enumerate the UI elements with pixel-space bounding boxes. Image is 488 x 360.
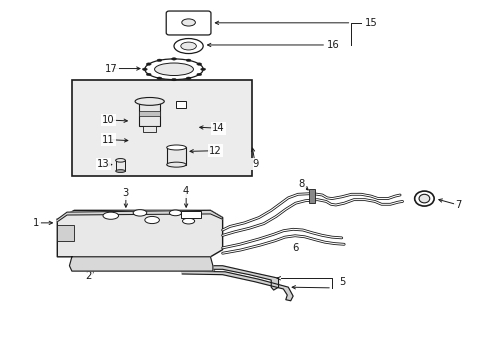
Ellipse shape [174,39,203,54]
Ellipse shape [171,58,176,60]
Polygon shape [57,210,222,257]
Text: 10: 10 [102,115,114,125]
Text: 17: 17 [104,64,117,73]
Ellipse shape [157,77,162,80]
Ellipse shape [146,73,151,76]
Ellipse shape [197,73,201,76]
Ellipse shape [186,77,191,80]
Ellipse shape [171,78,176,81]
Bar [72,80,251,176]
Text: 5: 5 [339,277,345,287]
Bar [142,126,156,132]
Ellipse shape [133,210,146,216]
Bar [308,189,314,203]
Ellipse shape [144,216,159,224]
Polygon shape [69,257,212,271]
Ellipse shape [103,212,118,219]
Text: 1: 1 [33,218,40,228]
Ellipse shape [181,42,196,50]
Polygon shape [188,266,278,290]
Ellipse shape [142,68,147,71]
Ellipse shape [116,158,125,162]
Ellipse shape [186,59,191,62]
Text: 14: 14 [211,123,224,133]
Text: 12: 12 [208,146,221,156]
Ellipse shape [418,194,429,203]
Bar [176,102,186,108]
Ellipse shape [169,210,181,216]
Bar [139,111,160,116]
Ellipse shape [182,19,195,26]
Ellipse shape [414,191,433,206]
Text: 6: 6 [292,243,298,253]
Text: 13: 13 [97,159,110,169]
Ellipse shape [166,145,186,150]
Bar [57,225,74,241]
Text: 16: 16 [326,40,339,50]
Ellipse shape [166,162,186,167]
FancyBboxPatch shape [166,11,210,35]
Bar [116,159,125,171]
Ellipse shape [197,63,201,65]
Ellipse shape [154,63,193,76]
Text: 2: 2 [85,271,92,281]
Ellipse shape [144,59,203,80]
Polygon shape [57,210,222,222]
Ellipse shape [146,63,151,65]
Bar [139,102,160,126]
Bar [181,211,201,217]
Text: 9: 9 [251,159,258,169]
Polygon shape [181,271,292,301]
Ellipse shape [157,59,162,62]
Text: 15: 15 [365,18,377,28]
Text: 3: 3 [122,188,129,198]
Text: 4: 4 [183,186,189,197]
Text: 7: 7 [454,200,461,210]
Ellipse shape [201,68,205,71]
Ellipse shape [116,170,125,172]
Ellipse shape [182,218,194,224]
Ellipse shape [135,98,164,105]
Text: 11: 11 [102,135,115,145]
Bar [166,148,186,165]
Text: 8: 8 [298,179,305,189]
